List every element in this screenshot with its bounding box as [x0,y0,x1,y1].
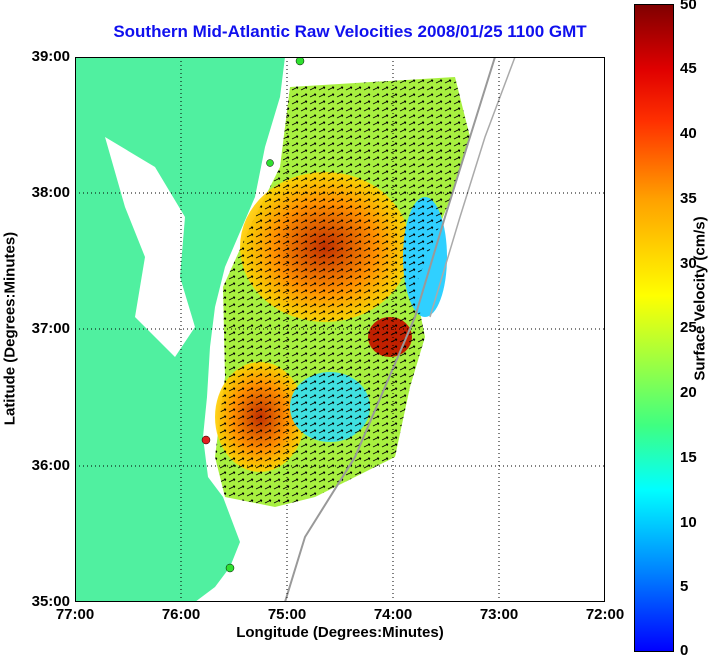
y-tick-label: 39:00 [31,48,70,65]
colorbar-tick: 5 [680,578,689,595]
y-axis-label: Latitude (Degrees:Minutes) [1,231,19,426]
map-title: Southern Mid-Atlantic Raw Velocities 200… [113,22,587,41]
bay-water [105,137,195,357]
y-tick-label: 38:00 [31,184,70,201]
colorbar-tick: 35 [680,190,697,207]
velocity-map [75,57,605,602]
y-tick-label: 37:00 [31,320,70,337]
x-tick-label: 74:00 [373,606,413,623]
colorbar-tick: 30 [680,255,697,272]
x-tick-label: 75:00 [267,606,307,623]
colorbar-tick: 40 [680,125,697,142]
colorbar-tick: 50 [680,0,697,13]
colorbar-tick: 45 [680,60,697,77]
colorbar-tick: 25 [680,319,697,336]
x-tick-label: 76:00 [161,606,201,623]
x-tick-label: 72:00 [585,606,625,623]
isobath [284,57,496,602]
station-marker [225,563,235,573]
station-marker [295,57,305,66]
x-tick-label: 77:00 [55,606,95,623]
isobath [429,57,516,318]
colorbar-tick: 20 [680,384,697,401]
station-marker [266,159,274,167]
colorbar-tick: 0 [680,642,689,659]
y-tick-label: 35:00 [31,593,70,610]
station-marker [201,435,211,445]
colorbar-label: Surface Velocity (cm/s) [691,216,709,381]
x-tick-label: 73:00 [479,606,519,623]
colorbar-tick: 15 [680,449,697,466]
y-tick-label: 36:00 [31,457,70,474]
colorbar-tick: 10 [680,514,697,531]
x-axis-label: Longitude (Degrees:Minutes) [236,624,444,641]
colorbar [634,4,674,652]
